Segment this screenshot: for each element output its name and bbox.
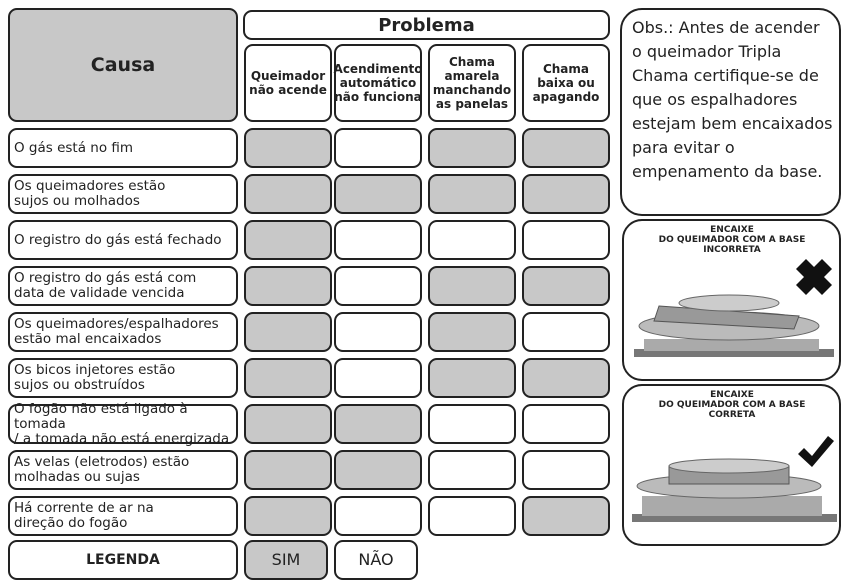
cell-yes [244,450,332,490]
image-caption: ENCAIXE DO QUEIMADOR COM A BASE CORRETA [658,390,806,420]
cause-cell: O gás está no fim [8,128,238,168]
note: Obs.: Antes de acender o queimador Tripl… [620,8,841,216]
cause-cell: O registro do gás está fechado [8,220,238,260]
column-header: Chama baixa ou apagando [522,44,610,122]
cell-no [428,220,516,260]
image-caption: ENCAIXE DO QUEIMADOR COM A BASE INCORRET… [658,225,806,255]
cause-cell: Há corrente de ar na direção do fogão [8,496,238,536]
cell-yes [522,358,610,398]
cell-yes [522,496,610,536]
legend-no: NÃO [334,540,418,580]
cell-yes [428,312,516,352]
cell-no [522,220,610,260]
cell-yes [244,266,332,306]
cause-header: Causa [8,8,238,122]
cause-cell: O registro do gás está com data de valid… [8,266,238,306]
cell-yes [244,496,332,536]
cell-yes [334,450,422,490]
cell-no [334,358,422,398]
cell-yes [244,220,332,260]
cell-no [522,450,610,490]
cause-cell: Os queimadores/espalhadores estão mal en… [8,312,238,352]
cell-yes [428,174,516,214]
cell-yes [522,128,610,168]
cause-cell: O fogão não está ligado à tomada / a tom… [8,401,238,446]
cell-yes [428,266,516,306]
cause-cell: Os bicos injetores estão sujos ou obstru… [8,358,238,398]
column-header: Chama amarela manchando as panelas [428,44,516,122]
cell-no [334,496,422,536]
problem-header: Problema [243,10,610,40]
cell-no [522,312,610,352]
cell-yes [244,312,332,352]
burner-illustration [632,436,837,522]
cell-yes [522,266,610,306]
image-panel: ENCAIXE DO QUEIMADOR COM A BASE CORRETA [622,384,841,546]
cell-no [428,496,516,536]
cell-no [334,128,422,168]
cause-cell: As velas (eletrodos) estão molhadas ou s… [8,450,238,490]
cell-yes [334,404,422,444]
cell-no [334,220,422,260]
cell-yes [334,174,422,214]
legend-yes: SIM [244,540,328,580]
cell-no [334,312,422,352]
image-panel: ENCAIXE DO QUEIMADOR COM A BASE INCORRET… [622,219,841,381]
cell-yes [244,358,332,398]
burner-illustration [634,259,834,357]
legend-title: LEGENDA [8,540,238,580]
cell-yes [244,174,332,214]
cell-no [428,404,516,444]
column-header: Queimador não acende [244,44,332,122]
cell-yes [522,174,610,214]
cell-yes [244,404,332,444]
cell-no [334,266,422,306]
cell-yes [428,358,516,398]
cause-cell: Os queimadores estão sujos ou molhados [8,174,238,214]
cell-no [522,404,610,444]
cell-no [428,450,516,490]
cell-yes [244,128,332,168]
column-header: Acendimento automático não funciona [334,44,422,122]
cell-yes [428,128,516,168]
